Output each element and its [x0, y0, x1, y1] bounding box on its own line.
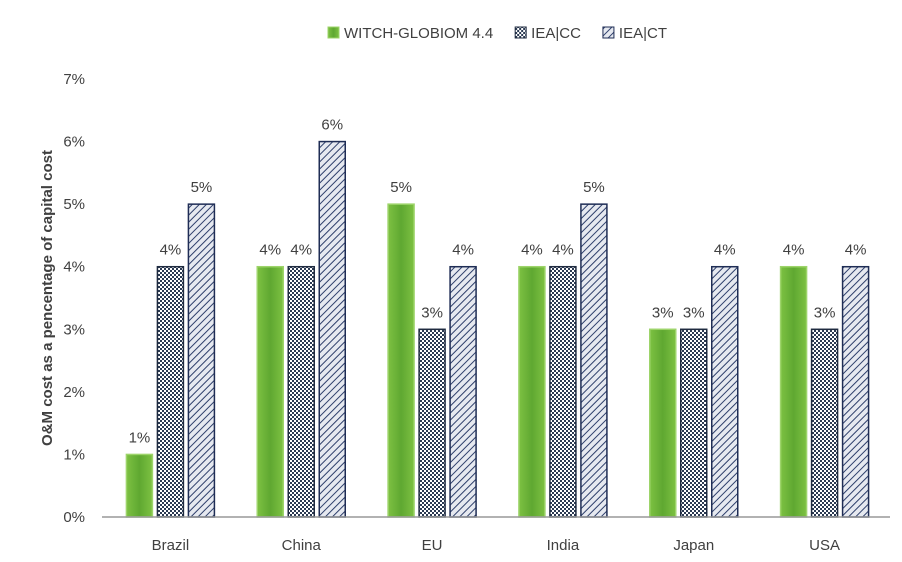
y-tick-label: 1% [63, 446, 85, 463]
data-label-iea-ct-eu: 4% [452, 242, 474, 259]
x-axis: Brazil China EU India Japan USA [102, 516, 890, 554]
data-label-iea-cc-eu: 3% [421, 304, 443, 321]
legend-item-witch-globiom-4-4: WITCH-GLOBIOM 4.4 [327, 25, 493, 42]
bar-witch-globiom-4-4-china [256, 265, 284, 518]
legend-label: IEA|CT [619, 25, 667, 42]
legend-swatch [514, 26, 527, 39]
bar-iea-cc-brazil [156, 265, 185, 518]
data-label-iea-cc-india: 4% [552, 242, 574, 259]
data-label-iea-ct-brazil: 5% [191, 179, 213, 196]
bar-witch-globiom-4-4-india [518, 265, 546, 518]
x-tick-label-china: China [282, 537, 322, 554]
y-tick-label: 5% [63, 196, 85, 213]
data-label-iea-cc-usa: 3% [814, 304, 836, 321]
x-tick-label-usa: USA [809, 537, 840, 554]
y-axis-ticks: 0% 1% 2% 3% 4% 5% 6% 7% [63, 71, 85, 526]
data-label-witch-globiom-4-4-usa: 4% [783, 242, 805, 259]
y-tick-label: 6% [63, 134, 85, 151]
y-tick-label: 4% [63, 259, 85, 276]
legend-label: WITCH-GLOBIOM 4.4 [344, 25, 493, 42]
bar-iea-ct-brazil [187, 203, 216, 518]
bar-iea-ct-india [580, 203, 608, 518]
data-label-iea-ct-india: 5% [583, 179, 605, 196]
legend-item-iea-ct: IEA|CT [602, 25, 667, 42]
data-label-iea-ct-usa: 4% [845, 242, 867, 259]
bar-iea-cc-usa [810, 328, 839, 518]
data-label-witch-globiom-4-4-brazil: 1% [129, 429, 151, 446]
bar-witch-globiom-4-4-usa [779, 265, 808, 518]
x-tick-label-japan: Japan [673, 537, 714, 554]
y-tick-label: 0% [63, 509, 85, 526]
bar-iea-ct-usa [841, 265, 870, 518]
bars [125, 140, 870, 518]
x-tick-label-brazil: Brazil [152, 537, 190, 554]
bar-iea-ct-china [318, 140, 346, 518]
x-tick-label-eu: EU [422, 537, 443, 554]
y-axis-title: O&M cost as a pencentage of capital cost [39, 150, 56, 446]
y-tick-label: 7% [63, 71, 85, 88]
data-label-witch-globiom-4-4-eu: 5% [390, 179, 412, 196]
bar-iea-ct-eu [449, 265, 477, 518]
y-tick-label: 2% [63, 384, 85, 401]
legend-label: IEA|CC [531, 25, 581, 42]
data-label-iea-ct-japan: 4% [714, 242, 736, 259]
data-label-witch-globiom-4-4-india: 4% [521, 242, 543, 259]
x-tick-label-india: India [547, 537, 580, 554]
legend-item-iea-cc: IEA|CC [514, 25, 581, 42]
bar-iea-cc-japan [680, 328, 708, 518]
data-label-iea-cc-japan: 3% [683, 304, 705, 321]
bar-iea-cc-china [287, 265, 315, 518]
bar-iea-cc-eu [418, 328, 446, 518]
bar-iea-cc-india [549, 265, 577, 518]
bar-witch-globiom-4-4-eu [387, 203, 415, 518]
data-label-iea-ct-china: 6% [321, 117, 343, 134]
legend-swatch [602, 26, 615, 39]
legend: WITCH-GLOBIOM 4.4 IEA|CC IEA|CT [327, 25, 667, 42]
data-label-witch-globiom-4-4-china: 4% [259, 242, 281, 259]
data-label-iea-cc-china: 4% [290, 242, 312, 259]
data-label-witch-globiom-4-4-japan: 3% [652, 304, 674, 321]
bar-iea-ct-japan [711, 265, 739, 518]
bar-witch-globiom-4-4-japan [649, 328, 677, 518]
data-labels: 1% 4% 5% 4% 4% 6% 5% 3% 4% 4% 4% 5% 3% 3% 4% 4% 3% 4% [129, 117, 867, 447]
y-tick-label: 3% [63, 321, 85, 338]
legend-swatch [327, 26, 340, 39]
data-label-iea-cc-brazil: 4% [160, 242, 182, 259]
bar-witch-globiom-4-4-brazil [125, 453, 154, 518]
